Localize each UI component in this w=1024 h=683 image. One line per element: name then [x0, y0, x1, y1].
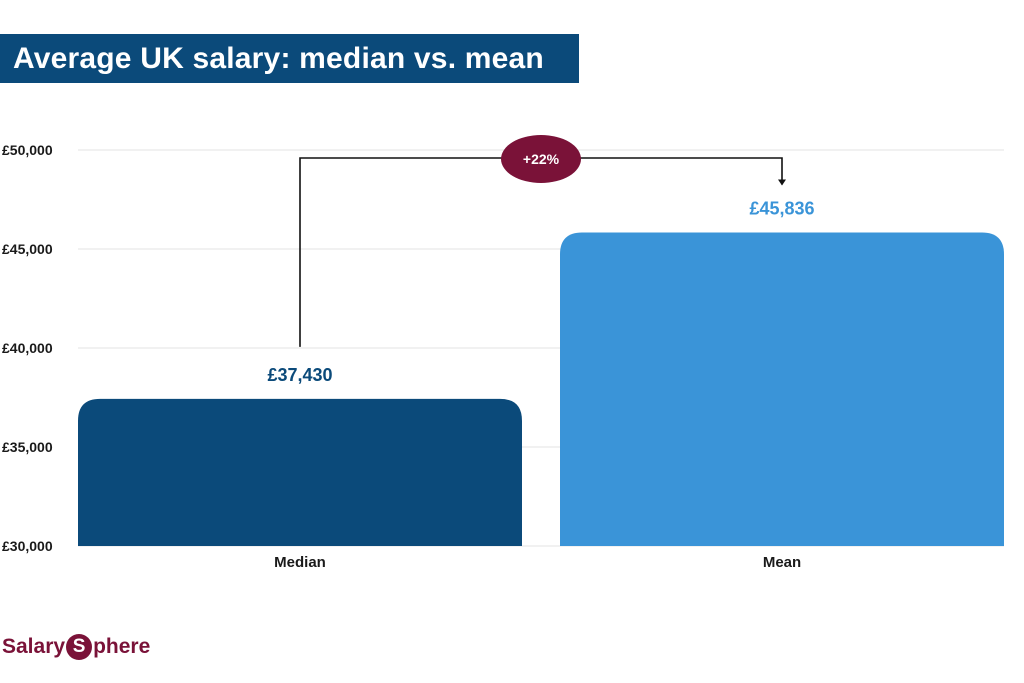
bar-median	[78, 398, 522, 546]
y-tick-label: £45,000	[2, 241, 53, 257]
annotation-label: +22%	[523, 151, 560, 167]
bar-mean	[560, 232, 1004, 546]
logo-s-badge-icon: S	[66, 634, 93, 660]
y-tick-label: £30,000	[2, 538, 53, 554]
data-label: £45,836	[749, 198, 814, 218]
y-tick-label: £35,000	[2, 439, 53, 455]
logo-text-salary: Salary	[2, 635, 66, 658]
annotation-badge	[501, 135, 581, 183]
y-tick-label: £50,000	[2, 142, 53, 158]
data-label: £37,430	[267, 365, 332, 385]
chart-title: Average UK salary: median vs. mean	[13, 41, 544, 75]
salarysphere-logo: Salary S phere	[2, 632, 150, 662]
annotation-arrowhead-icon	[778, 179, 786, 186]
x-tick-label: Mean	[763, 554, 801, 571]
x-tick-label: Median	[274, 554, 326, 571]
y-tick-label: £40,000	[2, 340, 53, 356]
chart-title-banner: Average UK salary: median vs. mean	[0, 34, 579, 83]
logo-text-phere: phere	[93, 635, 151, 658]
